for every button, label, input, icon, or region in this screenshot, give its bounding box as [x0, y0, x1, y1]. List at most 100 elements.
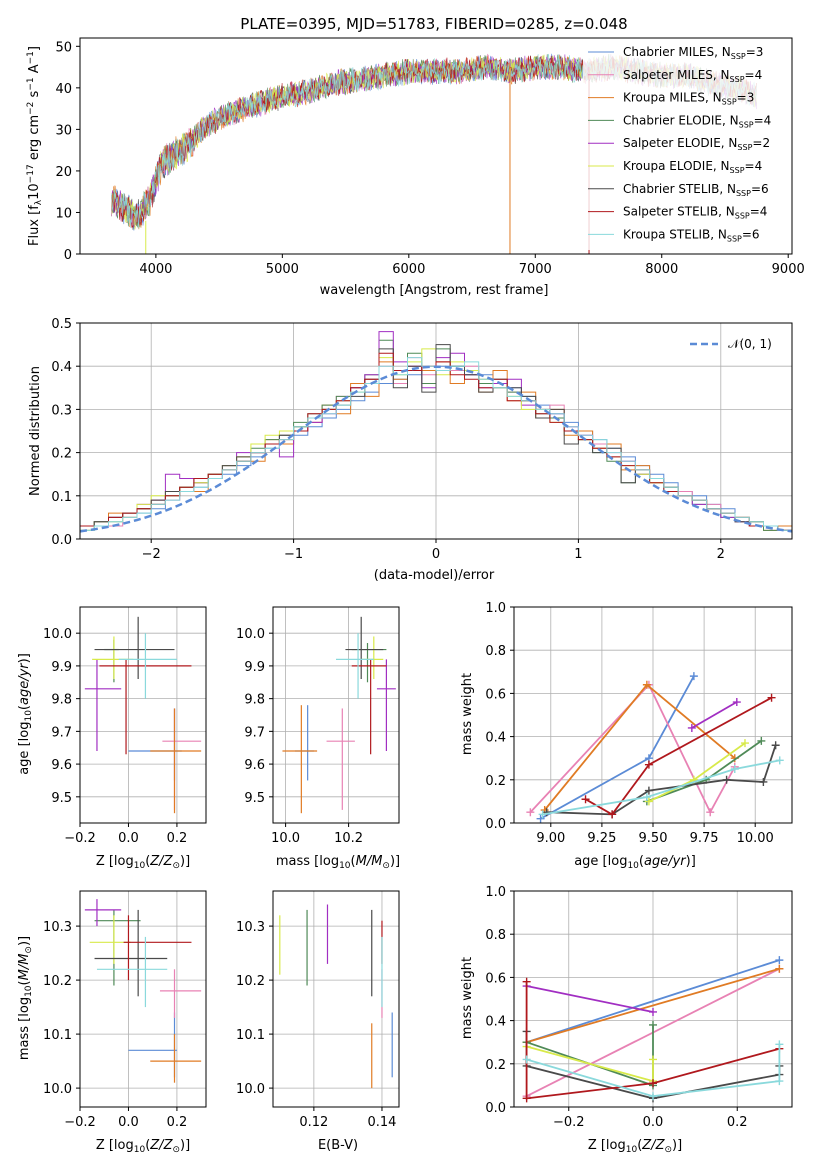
mass-weight-vs-age-ytick-label: 0.2 — [485, 774, 506, 789]
panel-age-vs-mass: 10.0 10.2 9.5 9.6 9.7 9.8 9.9 10.0 — [236, 606, 400, 846]
mass-weight-vs-age-marker-8 — [538, 810, 547, 819]
residuals-xtick-label: −1 — [284, 547, 303, 562]
residuals-xtick-label: 1 — [574, 547, 582, 562]
residuals-xtick-label: 2 — [717, 547, 725, 562]
mass-weight-vs-age-line-0 — [540, 675, 695, 820]
mass-weight-vs-age-xtick-label: 9.00 — [536, 831, 565, 846]
age-vs-Z-ytick-label: 9.5 — [51, 791, 72, 806]
mass-weight-vs-Z-ylabel: mass weight — [460, 957, 475, 1039]
mass-weight-vs-age-ylabel: mass weight — [460, 673, 475, 755]
residuals-xtick-label: 0 — [432, 547, 440, 562]
mass-weight-vs-Z-marker-7 — [649, 1079, 657, 1088]
mass-weight-vs-age-marker-8 — [642, 793, 651, 802]
mass-weight-vs-age-marker-7 — [644, 760, 653, 769]
panel-mass-vs-EBV: 0.12 0.14 10.0 10.1 10.2 10.3 — [236, 890, 400, 1130]
mass-vs-EBV-xtick-label: 0.12 — [299, 1115, 328, 1130]
mass-weight-vs-age-xlabel: age [log10(age/yr)] — [574, 854, 696, 871]
mass-weight-vs-Z-marker-8 — [775, 1040, 784, 1049]
spectrum-ytick-label: 40 — [55, 82, 72, 97]
mass-vs-Z-ytick-label: 10.2 — [43, 974, 72, 989]
mass-weight-vs-age-marker-6 — [771, 741, 780, 750]
mass-weight-vs-Z-marker-4 — [649, 1007, 657, 1016]
mass-vs-EBV-ytick-label: 10.0 — [236, 1082, 265, 1097]
age-vs-Z-xtick-label: −0.2 — [64, 831, 96, 846]
residuals-xlabel: (data-model)/error — [374, 568, 495, 583]
mass-weight-vs-age-marker-7 — [767, 693, 776, 702]
residuals-ytick-label: 0.4 — [51, 360, 72, 375]
mass-vs-Z-ytick-label: 10.3 — [43, 920, 72, 935]
residuals-ytick-label: 0.1 — [51, 490, 72, 505]
spectrum-ytick-label: 10 — [55, 206, 72, 221]
mass-weight-vs-age-marker-4 — [732, 698, 741, 707]
residuals-hist-8 — [79, 357, 793, 539]
mass-weight-vs-age-marker-0 — [689, 672, 698, 681]
mass-weight-vs-age-line-7 — [585, 696, 773, 816]
panel-mass-weight-vs-Z: −0.2 0.0 0.2 0.0 0.2 0.4 0.6 0.8 1.0 — [485, 885, 793, 1130]
mass-weight-vs-age-ytick-label: 0.6 — [485, 687, 506, 702]
spectrum-legend: Chabrier MILES, NSSP=3 Salpeter MILES, NS… — [583, 42, 789, 250]
spectrum-xtick-label: 8000 — [645, 262, 678, 277]
spectrum-legend-label: Salpeter MILES, NSSP=4 — [623, 68, 762, 84]
mass-weight-vs-Z-marker-7 — [522, 1094, 531, 1103]
mass-weight-vs-age-ytick-label: 0.0 — [485, 817, 506, 832]
mass-weight-vs-age-marker-7 — [608, 810, 617, 819]
spectrum-xlabel: wavelength [Angstrom, rest frame] — [320, 283, 549, 298]
normal-curve — [79, 365, 793, 533]
mass-vs-EBV-xlabel: E(B-V) — [318, 1138, 358, 1153]
mass-weight-vs-age-marker-1 — [706, 808, 715, 817]
mass-weight-vs-Z-marker-7 — [522, 977, 531, 986]
mass-weight-vs-Z-xtick-label: −0.2 — [553, 1115, 585, 1130]
mass-weight-vs-Z-ytick-label: 0.6 — [485, 971, 506, 986]
age-vs-mass-xtick-label: 10.2 — [334, 831, 363, 846]
mass-vs-Z-xtick-label: 0.2 — [167, 1115, 188, 1130]
residuals-ytick-label: 0.0 — [51, 533, 72, 548]
spectrum-axes-frame — [79, 37, 793, 255]
spectrum-ytick-label: 0 — [64, 248, 72, 263]
mass-vs-Z-ytick-label: 10.1 — [43, 1028, 72, 1043]
panel-mass-weight-vs-age: 9.00 9.25 9.50 9.75 10.00 0.0 0.2 0.4 0.6 0.8 1.0 — [485, 601, 793, 846]
mass-weight-vs-age-marker-3 — [757, 736, 766, 745]
age-vs-Z-xlabel: Z [log10(Z/Z⊙)] — [96, 854, 190, 871]
mass-vs-Z-frame — [79, 890, 207, 1108]
mass-vs-Z-ytick-label: 10.0 — [43, 1082, 72, 1097]
residuals-ytick-label: 0.5 — [51, 317, 72, 332]
mass-weight-vs-age-xtick-label: 10.00 — [737, 831, 774, 846]
spectrum-legend-label: Chabrier MILES, NSSP=3 — [623, 45, 763, 61]
spectrum-xtick-label: 5000 — [266, 262, 299, 277]
age-vs-Z-frame — [79, 606, 207, 824]
mass-weight-vs-age-xtick-label: 9.50 — [639, 831, 668, 846]
mass-weight-vs-Z-line-0 — [526, 959, 780, 1044]
mass-weight-vs-Z-marker-3 — [649, 1020, 657, 1029]
mass-weight-vs-age-marker-8 — [730, 765, 739, 773]
spectrum-legend-label: Kroupa ELODIE, NSSP=4 — [623, 159, 762, 175]
mass-weight-vs-age-marker-6 — [722, 775, 731, 784]
mass-weight-vs-age-marker-5 — [644, 797, 653, 806]
mass-weight-vs-Z-marker-5 — [649, 1055, 657, 1064]
spectrum-legend-box — [583, 42, 789, 250]
mass-weight-vs-Z-ytick-label: 1.0 — [485, 885, 506, 900]
age-vs-Z-xtick-label: 0.0 — [118, 831, 139, 846]
age-vs-Z-ylabel: age [log10(age/yr)] — [17, 653, 34, 775]
spectrum-xtick-label: 6000 — [392, 262, 425, 277]
mass-weight-vs-age-line-2 — [544, 683, 736, 811]
residuals-legend: 𝒩(0, 1) — [690, 337, 772, 351]
mass-weight-vs-Z-line-7 — [525, 981, 780, 1100]
mass-weight-vs-age-line-4 — [691, 701, 738, 729]
age-vs-Z-ytick-label: 9.9 — [51, 660, 72, 675]
age-vs-mass-ytick-label: 9.9 — [244, 660, 265, 675]
age-vs-Z-ytick-label: 9.8 — [51, 693, 72, 708]
mass-weight-vs-Z-line-8 — [526, 1044, 781, 1098]
mass-weight-vs-age-xtick-label: 9.75 — [690, 831, 719, 846]
mass-weight-vs-Z-xlabel: Z [log10(Z/Z⊙)] — [588, 1138, 682, 1155]
mass-weight-vs-age-line-6 — [546, 744, 777, 816]
mass-weight-vs-age-ytick-label: 1.0 — [485, 601, 506, 616]
age-vs-Z-ytick-label: 9.7 — [51, 725, 72, 740]
mass-weight-vs-age-ytick-label: 0.8 — [485, 644, 506, 659]
mass-vs-EBV-ytick-label: 10.1 — [236, 1028, 265, 1043]
mass-weight-vs-Z-ytick-label: 0.0 — [485, 1101, 506, 1116]
mass-weight-vs-Z-marker-0 — [775, 956, 784, 965]
residuals-ytick-label: 0.2 — [51, 447, 72, 462]
mass-weight-vs-age-ytick-label: 0.4 — [485, 731, 506, 746]
mass-vs-Z-ylabel: mass [log10(M/M⊙)] — [17, 936, 34, 1060]
